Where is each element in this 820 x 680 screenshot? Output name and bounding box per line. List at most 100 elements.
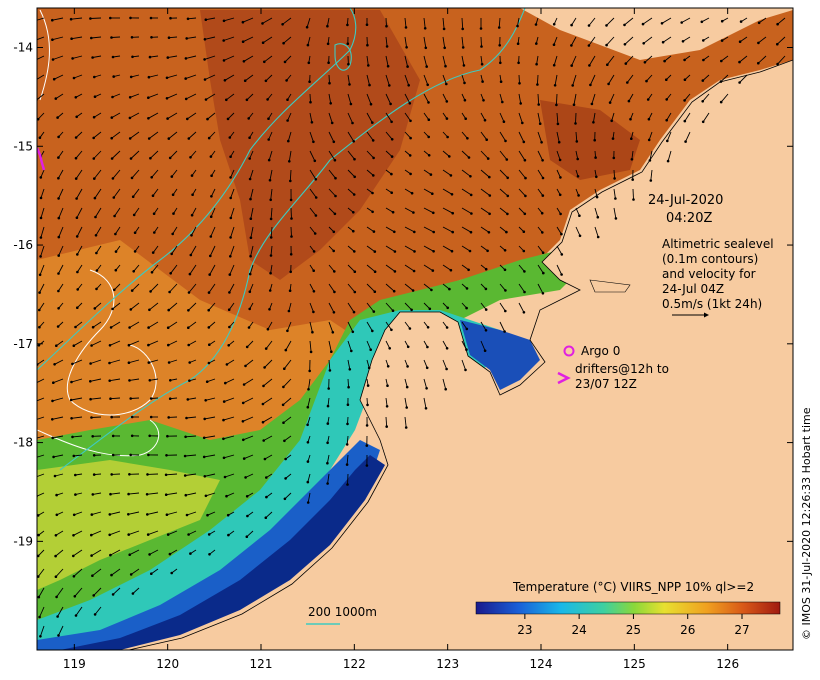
velocity-arrow-head xyxy=(34,382,37,385)
velocity-arrow-head xyxy=(701,79,705,82)
velocity-arrow xyxy=(148,321,159,328)
velocity-arrow-head xyxy=(111,593,115,596)
velocity-arrow xyxy=(267,321,273,330)
velocity-arrow-head xyxy=(55,595,58,599)
velocity-arrow-head xyxy=(504,309,507,313)
velocity-arrow-head xyxy=(307,61,311,65)
velocity-arrow-head xyxy=(148,308,151,312)
velocity-arrow xyxy=(58,169,64,179)
velocity-arrow-head xyxy=(623,23,626,27)
velocity-arrow xyxy=(480,340,486,351)
velocity-arrow-head xyxy=(129,573,133,576)
velocity-arrow-head xyxy=(306,405,310,409)
velocity-arrow-head xyxy=(74,473,77,477)
velocity-arrow-head xyxy=(372,174,375,177)
velocity-arrow-head xyxy=(347,385,350,389)
velocity-arrow-head xyxy=(267,158,271,162)
velocity-arrow-head xyxy=(353,270,357,274)
velocity-arrow-head xyxy=(51,38,54,41)
velocity-arrow-head xyxy=(227,533,230,537)
velocity-arrow xyxy=(109,378,121,382)
velocity-arrow xyxy=(93,150,102,159)
velocity-arrow xyxy=(537,264,544,274)
velocity-arrow xyxy=(38,587,45,598)
velocity-arrow-head xyxy=(661,40,665,44)
velocity-arrow xyxy=(151,264,159,273)
velocity-arrow-head xyxy=(406,365,409,368)
velocity-arrow xyxy=(58,150,64,158)
velocity-arrow xyxy=(208,321,216,328)
velocity-arrow-head xyxy=(208,553,211,556)
velocity-arrow-head xyxy=(111,55,115,59)
y-tick-label: -18 xyxy=(13,436,33,450)
velocity-arrow xyxy=(128,340,140,346)
velocity-arrow-head xyxy=(242,383,246,386)
velocity-arrow-head xyxy=(69,398,73,402)
velocity-arrow-head xyxy=(776,22,779,26)
velocity-arrow-head xyxy=(110,136,113,140)
velocity-arrow xyxy=(130,397,140,399)
velocity-arrow xyxy=(56,587,64,598)
velocity-arrow xyxy=(461,245,471,252)
velocity-arrow-head xyxy=(450,249,454,253)
velocity-arrow-head xyxy=(462,64,466,67)
velocity-arrow xyxy=(54,473,64,477)
velocity-arrow-head xyxy=(166,56,170,59)
velocity-arrow-head xyxy=(186,17,190,21)
velocity-arrow-head xyxy=(75,197,78,200)
velocity-arrow xyxy=(461,321,468,330)
velocity-arrow-head xyxy=(184,97,188,101)
velocity-arrow-head xyxy=(312,290,316,293)
velocity-arrow-head xyxy=(560,273,563,276)
velocity-arrow-head xyxy=(69,17,73,21)
velocity-arrow-head xyxy=(184,435,187,439)
velocity-arrow xyxy=(246,530,254,538)
colorbar-tick-label: 27 xyxy=(734,623,749,637)
velocity-arrow xyxy=(166,93,178,99)
velocity-arrow xyxy=(249,169,254,180)
velocity-arrow-head xyxy=(683,99,686,102)
velocity-arrow-head xyxy=(405,46,408,49)
velocity-arrow-head xyxy=(246,514,249,518)
velocity-arrow-head xyxy=(113,214,116,218)
velocity-arrow xyxy=(404,207,414,213)
colorbar-ticks: 23 24 25 26 27 xyxy=(517,614,750,637)
velocity-arrow-head xyxy=(332,249,336,253)
velocity-arrow-head xyxy=(488,194,492,197)
velocity-arrow-head xyxy=(701,120,705,124)
velocity-arrow-head xyxy=(406,65,409,68)
velocity-arrow xyxy=(205,93,216,100)
velocity-arrow xyxy=(628,93,634,102)
velocity-arrow-head xyxy=(516,42,520,45)
velocity-arrow-head xyxy=(353,250,356,253)
velocity-arrow xyxy=(147,511,159,515)
velocity-arrow-head xyxy=(465,287,469,290)
velocity-arrow-head xyxy=(648,159,652,162)
velocity-arrow xyxy=(404,378,408,388)
velocity-arrow xyxy=(366,150,374,159)
velocity-arrow-head xyxy=(408,327,412,330)
velocity-arrow-head xyxy=(534,23,538,26)
velocity-arrow xyxy=(366,283,376,293)
velocity-arrow xyxy=(223,416,235,421)
velocity-arrow-head xyxy=(461,46,465,49)
velocity-arrow xyxy=(52,435,64,439)
ocean-hot-core xyxy=(200,10,420,280)
velocity-arrow xyxy=(53,454,64,458)
velocity-arrow xyxy=(423,226,434,233)
velocity-arrow xyxy=(128,492,140,495)
velocity-arrow-head xyxy=(410,191,414,195)
velocity-arrow-head xyxy=(54,575,58,578)
velocity-arrow xyxy=(58,188,64,199)
velocity-arrow-head xyxy=(262,439,266,442)
velocity-arrow-head xyxy=(189,253,193,257)
velocity-arrow xyxy=(187,397,197,400)
velocity-arrow-head xyxy=(128,379,131,382)
velocity-arrow-head xyxy=(171,232,174,236)
velocity-arrow xyxy=(366,226,375,232)
velocity-arrow-head xyxy=(266,98,269,101)
velocity-arrow xyxy=(128,511,140,515)
x-tick-label: 121 xyxy=(250,657,273,671)
velocity-arrow xyxy=(40,169,45,178)
velocity-arrow xyxy=(347,473,349,485)
